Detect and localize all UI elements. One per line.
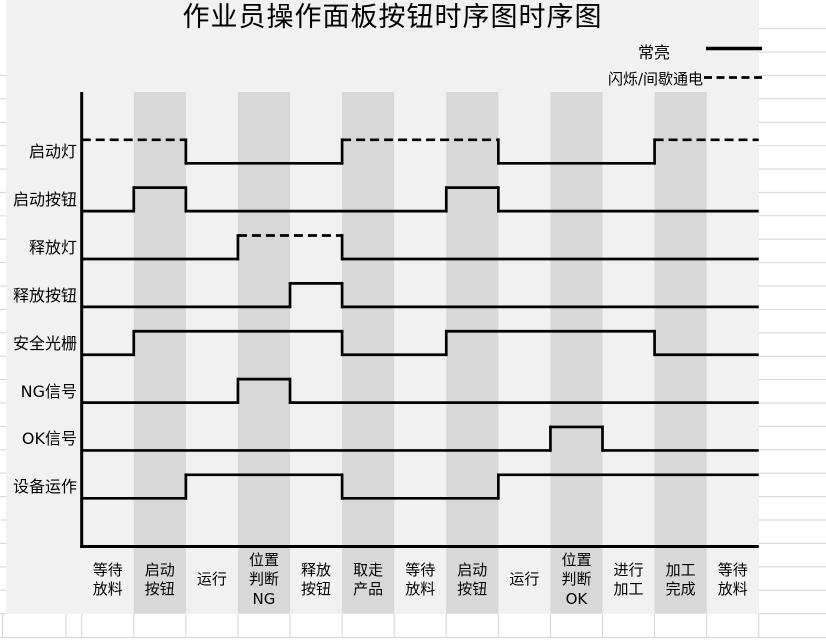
phase-label: 运行 — [196, 570, 227, 589]
phase-label: 位置 判断 OK — [561, 550, 592, 608]
phase-label: 等待 放料 — [717, 560, 748, 599]
signal-label: 安全光栅 — [12, 333, 77, 353]
phase-label: 加工 完成 — [665, 560, 696, 599]
chart-title: 作业员操作面板按钮时序图时序图 — [182, 2, 603, 33]
phase-label: 运行 — [509, 570, 540, 589]
spreadsheet-gridlines — [0, 28, 826, 638]
phase-label: 等待 放料 — [92, 560, 123, 599]
phase-label: 启动 按钮 — [457, 560, 488, 599]
phase-label: 释放 按钮 — [301, 560, 332, 599]
shaded-band — [133, 92, 186, 614]
shaded-band — [342, 92, 395, 614]
legend-label-solid: 常亮 — [637, 43, 670, 62]
chart-axes — [80, 92, 759, 548]
signal-label: 释放按钮 — [12, 285, 77, 305]
phase-label: 启动 按钮 — [144, 560, 175, 599]
phase-shading-bands — [133, 92, 707, 614]
signal-waveforms — [81, 138, 759, 500]
phase-label: 取走 产品 — [353, 560, 384, 599]
shaded-band — [237, 92, 291, 614]
signal-label: OK信号 — [21, 429, 77, 449]
signal-label: 释放灯 — [28, 238, 77, 258]
shaded-band — [446, 92, 499, 614]
phase-label: 等待 放料 — [405, 560, 436, 599]
shaded-band — [654, 92, 707, 614]
signal-label: NG信号 — [20, 381, 77, 401]
legend-line-samples — [704, 46, 764, 79]
phase-label: 位置 判断 NG — [248, 550, 279, 608]
signal-label: 启动按钮 — [12, 190, 77, 210]
shaded-band — [550, 92, 603, 614]
legend-label-dashed: 闪烁/间歇通电 — [607, 70, 703, 88]
signal-label: 启动灯 — [28, 142, 77, 162]
signal-label: 设备运作 — [12, 477, 77, 497]
phase-label: 进行 加工 — [613, 560, 644, 599]
